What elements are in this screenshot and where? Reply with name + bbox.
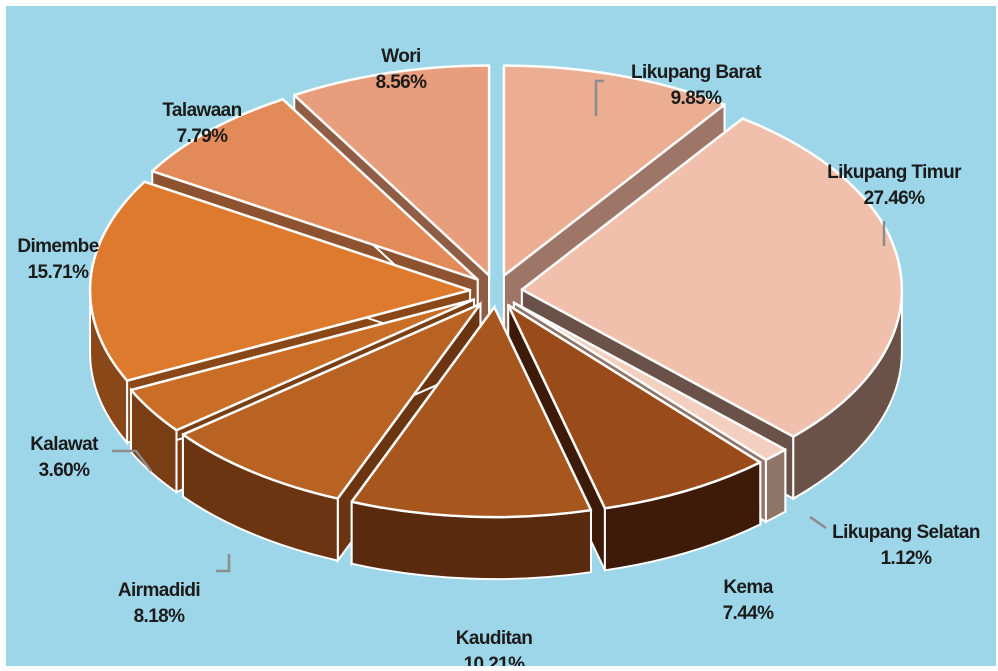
slice-percent-label: 8.56%	[376, 72, 428, 93]
slice-label: Kauditan	[456, 628, 532, 649]
slice-label: Likupang Selatan	[832, 522, 980, 543]
chart-panel: Likupang Barat 9.85% Likupang Timur 27.46% L…	[6, 6, 996, 666]
leader-lines	[112, 79, 886, 573]
slice-percent-label: 7.79%	[177, 126, 229, 147]
labels-layer: Likupang Barat 9.85% Likupang Timur 27.46% L…	[17, 46, 980, 666]
slice-label: Airmadidi	[118, 580, 200, 601]
slice-label: Dimembe	[17, 236, 98, 257]
pie-slice	[350, 304, 593, 581]
slice-percent-label: 1.12%	[881, 548, 933, 569]
slice-label: Talawaan	[162, 100, 241, 121]
slice-percent-label: 15.71%	[28, 262, 90, 283]
slice-percent-label: 10.21%	[464, 654, 526, 666]
leader-line	[216, 554, 231, 573]
slice-label: Kalawat	[30, 434, 99, 455]
slice-percent-label: 7.44%	[723, 603, 775, 624]
pie-chart: Likupang Barat 9.85% Likupang Timur 27.46% L…	[17, 46, 980, 666]
slice-label: Kema	[723, 577, 773, 598]
leader-line	[809, 515, 827, 530]
slice-percent-label: 8.18%	[134, 606, 186, 627]
slice-percent-label: 27.46%	[864, 188, 926, 209]
slice-percent-label: 3.60%	[39, 460, 91, 481]
leader-line	[112, 449, 152, 472]
slice-percent-label: 9.85%	[671, 88, 723, 109]
slice-label: Likupang Timur	[827, 162, 962, 183]
slice-label: Wori	[381, 46, 420, 67]
slice-label: Likupang Barat	[631, 62, 762, 83]
leader-line	[594, 79, 604, 116]
slices-layer	[88, 64, 904, 581]
